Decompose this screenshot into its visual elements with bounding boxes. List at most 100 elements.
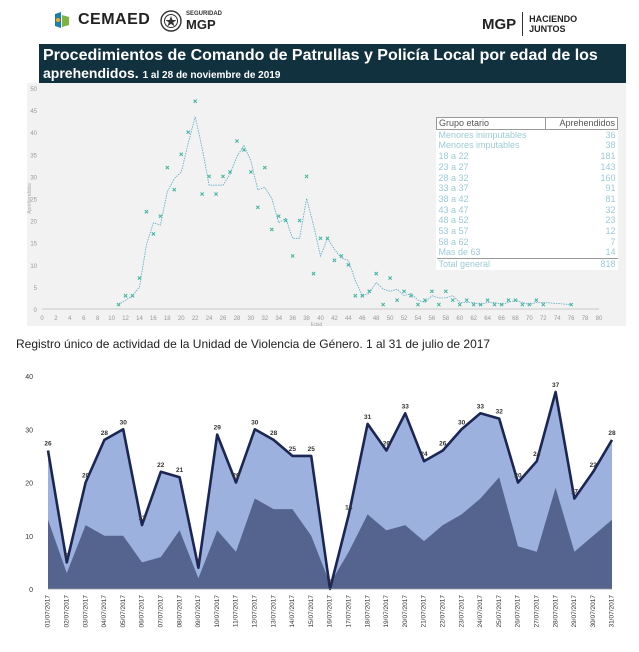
data-point [318, 236, 323, 241]
x-axis-label: Edad [311, 322, 323, 326]
x-tick-label: 78 [582, 316, 589, 322]
x-tick-label: 76 [568, 316, 575, 322]
logo-divider [522, 12, 524, 36]
data-point [269, 227, 274, 232]
x-tick-label: 24/07/2017 [477, 595, 484, 628]
data-point [186, 130, 191, 135]
x-tick-label: 28/07/2017 [552, 595, 559, 628]
data-point [116, 302, 121, 307]
data-point [283, 218, 288, 223]
x-tick-label: 30 [248, 316, 255, 322]
x-tick-label: 8 [96, 316, 100, 322]
data-point [137, 276, 142, 281]
data-point [221, 174, 225, 179]
x-tick-label: 08/07/2017 [176, 595, 183, 628]
data-label: 25 [289, 446, 297, 453]
table-cell-value: 160 [600, 172, 616, 183]
data-label: 22 [157, 462, 165, 469]
age-group-table: Grupo etario Aprehendidos Menores inimputa… [435, 117, 618, 270]
data-point [374, 271, 379, 276]
x-tick-label: 04/07/2017 [101, 595, 108, 628]
data-point [381, 302, 386, 307]
data-label: 26 [439, 441, 447, 448]
table-row: 38 a 42 81 [437, 194, 618, 205]
data-label: 26 [383, 441, 391, 448]
table-cell-label: Menores imputables [438, 140, 520, 151]
cemaed-mark-icon [55, 12, 69, 28]
x-tick-label: 52 [401, 316, 408, 322]
chart2-title: Registro único de actividad de la Unidad… [16, 337, 491, 351]
table-cell-label: 38 a 42 [438, 193, 469, 204]
table-row: Mas de 63 14 [437, 247, 618, 258]
data-point [388, 276, 393, 281]
data-label: 20 [514, 473, 522, 480]
table-cell-value: 143 [600, 161, 616, 172]
data-point [346, 262, 351, 267]
x-tick-label: 29/07/2017 [571, 595, 578, 628]
x-tick-label: 05/07/2017 [120, 595, 127, 628]
data-point [234, 139, 239, 143]
table-cell-value: 7 [610, 236, 616, 247]
data-point [499, 302, 504, 307]
y-tick-label: 25 [30, 198, 37, 204]
cemaed-text: CEMAED [78, 11, 151, 28]
x-tick-label: 70 [526, 316, 533, 322]
data-point [179, 152, 184, 157]
data-point [422, 298, 427, 303]
x-tick-label: 31/07/2017 [609, 595, 616, 628]
x-tick-label: 16 [150, 316, 157, 322]
data-point [492, 302, 497, 307]
x-tick-label: 62 [470, 316, 477, 322]
data-point [367, 289, 372, 294]
data-point [339, 254, 344, 258]
y-tick-label: 0 [34, 308, 38, 314]
y-tick-label: 20 [30, 220, 37, 226]
data-point [297, 218, 302, 223]
x-tick-label: 38 [303, 316, 310, 322]
y-tick-label: 45 [30, 109, 37, 115]
table-cell-value: 181 [600, 151, 616, 162]
x-tick-label: 19/07/2017 [383, 595, 390, 628]
table-row: 43 a 47 32 [437, 205, 618, 216]
table-cell-label: 23 a 27 [438, 161, 469, 172]
title-line1: Procedimientos de Comando de Patrullas y… [43, 47, 598, 64]
table-cell-value: 36 [605, 129, 616, 140]
data-label: 22 [590, 462, 598, 469]
x-tick-label: 14/07/2017 [289, 595, 296, 628]
data-point [541, 302, 546, 307]
table-cell-label: 58 a 62 [438, 236, 469, 247]
data-label: 30 [120, 419, 128, 426]
data-point [534, 298, 539, 303]
data-label: 24 [420, 451, 428, 458]
title-subtitle: 1 al 28 de noviembre de 2019 [142, 70, 281, 81]
table-cell-value: 81 [605, 193, 616, 204]
y-tick-label: 10 [25, 534, 33, 541]
area-chart: 0 10 20 30 40 26 5 20 28 30 12 22 21 4 29 20 30 28 25 25 0 14… [0, 360, 639, 647]
y-tick-label: 40 [25, 374, 33, 381]
data-label: 12 [138, 515, 146, 522]
data-point [158, 214, 163, 219]
x-tick-label: 64 [484, 316, 491, 322]
x-tick-label: 22 [192, 316, 199, 322]
table-row: 28 a 32 160 [437, 173, 618, 184]
y-tick-label: 35 [30, 153, 37, 159]
data-point [311, 271, 316, 276]
x-tick-label: 44 [345, 316, 352, 322]
seguridad-small-text: SEGURIDAD [186, 11, 223, 17]
area-chart-svg: 0 10 20 30 40 26 5 20 28 30 12 22 21 4 29 20 30 28 25 25 0 14… [25, 374, 616, 628]
x-tick-label: 68 [512, 316, 519, 322]
data-point [193, 99, 198, 104]
table-cell-label: 48 a 52 [438, 215, 469, 226]
table-cell-label: 53 a 57 [438, 226, 469, 237]
x-tick-label: 50 [387, 316, 394, 322]
data-label: 20 [232, 473, 240, 480]
data-point [457, 302, 462, 307]
x-tick-label: 42 [331, 316, 338, 322]
table-cell-value: 14 [605, 247, 616, 258]
table-total-row: Total general 818 [436, 258, 618, 270]
table-cell-label: Grupo etario [435, 117, 547, 130]
data-point [228, 170, 232, 174]
data-point [429, 289, 434, 294]
table-cell-value: 818 [545, 258, 618, 270]
data-point [207, 174, 212, 179]
